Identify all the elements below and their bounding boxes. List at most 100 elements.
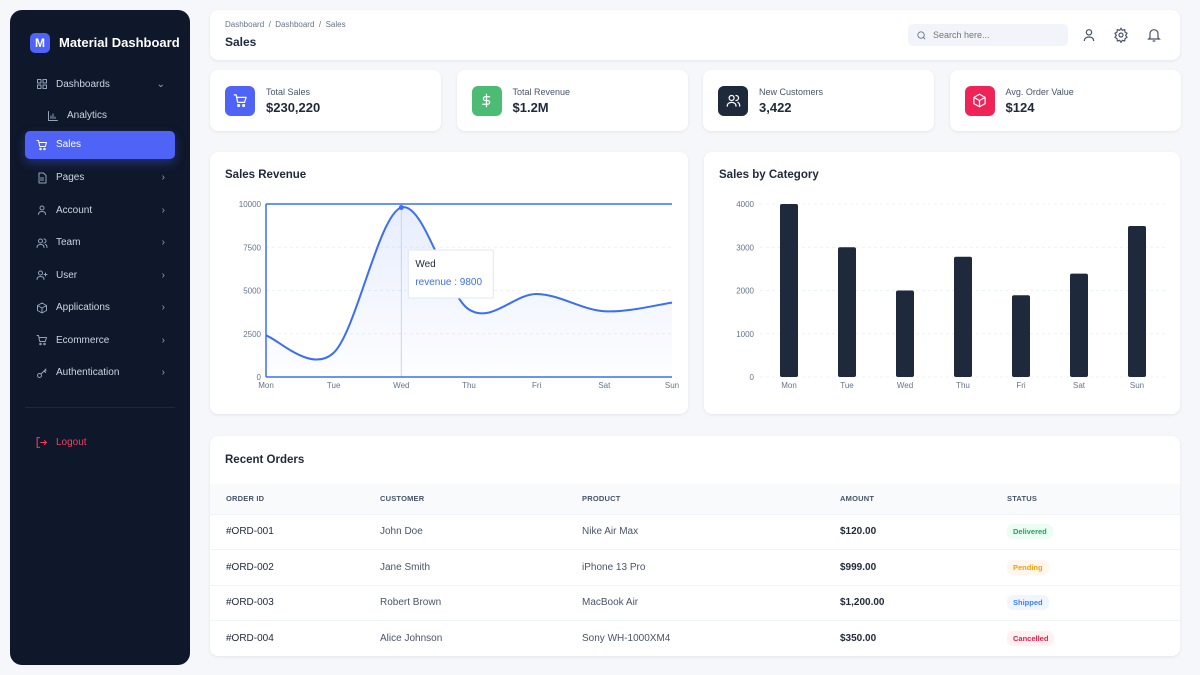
x-tick-label: Fri: [1016, 381, 1026, 390]
sidebar-item-applications[interactable]: Applications ›: [10, 292, 190, 325]
column-header: ORDER ID: [210, 484, 380, 514]
tooltip-value: revenue : 9800: [415, 277, 482, 288]
amount: $120.00: [840, 513, 1007, 550]
sidebar-item-label: Authentication: [56, 367, 120, 379]
stat-card-total-sales: Total Sales $230,220: [210, 70, 441, 131]
user-icon[interactable]: [1081, 27, 1097, 43]
orders-table: ORDER ID CUSTOMER PRODUCT AMOUNT STATUS #ORD…: [210, 484, 1180, 656]
search-box[interactable]: [908, 24, 1068, 46]
search-icon: [917, 30, 926, 39]
customer: John Doe: [380, 513, 582, 550]
y-tick-label: 10000: [239, 200, 262, 209]
chevron-right-icon: ›: [161, 367, 165, 379]
stat-label: New Customers: [759, 86, 824, 97]
y-tick-label: 0: [750, 373, 755, 382]
sidebar-item-sales[interactable]: Sales: [25, 130, 175, 159]
sidebar-item-label: Team: [56, 237, 81, 249]
chevron-right-icon: ›: [161, 334, 165, 346]
grid-icon: [35, 78, 48, 91]
sidebar-item-user[interactable]: User ›: [10, 259, 190, 292]
sidebar-item-account[interactable]: Account ›: [10, 194, 190, 227]
sidebar-item-analytics[interactable]: Analytics: [10, 101, 190, 131]
customer: Jane Smith: [380, 549, 582, 585]
file-icon: [35, 171, 48, 184]
breadcrumb-item[interactable]: Dashboard: [275, 20, 315, 29]
customer: Alice Johnson: [380, 620, 582, 656]
x-tick-label: Thu: [462, 381, 476, 390]
y-tick-label: 5000: [243, 287, 261, 296]
brand[interactable]: M Material Dashboard: [10, 10, 190, 60]
table-row[interactable]: #ORD-004 Alice Johnson Sony WH-1000XM4 $…: [210, 620, 1180, 656]
gear-icon[interactable]: [1113, 27, 1129, 43]
sidebar-item-pages[interactable]: Pages ›: [10, 162, 190, 195]
bar-sat: [1070, 273, 1088, 377]
x-tick-label: Sat: [1073, 381, 1086, 390]
box-icon: [964, 85, 995, 116]
table-row[interactable]: #ORD-002 Jane Smith iPhone 13 Pro $999.0…: [210, 549, 1180, 585]
sidebar-item-authentication[interactable]: Authentication ›: [10, 357, 190, 390]
sidebar-item-label: Applications: [56, 302, 110, 314]
x-tick-label: Thu: [956, 381, 970, 390]
column-header: CUSTOMER: [380, 484, 582, 514]
stat-value: $124: [1005, 99, 1035, 115]
dollar-icon: [471, 85, 502, 116]
breadcrumb-separator: /: [268, 20, 271, 29]
amount: $350.00: [840, 620, 1007, 656]
column-header: AMOUNT: [840, 484, 1007, 514]
status-badge: Shipped: [1007, 595, 1049, 611]
product: iPhone 13 Pro: [582, 549, 840, 585]
stat-card-avg-order-value: Avg. Order Value $124: [949, 70, 1181, 131]
order-id: #ORD-004: [210, 620, 380, 656]
amount: $1,200.00: [840, 584, 1007, 621]
status-badge: Cancelled: [1007, 631, 1055, 646]
stat-value: 3,422: [759, 99, 792, 115]
users-icon: [718, 85, 748, 116]
bar-mon: [780, 204, 798, 377]
breadcrumb-current: Sales: [325, 20, 346, 29]
bar-thu: [954, 256, 972, 377]
breadcrumb-separator: /: [318, 20, 322, 29]
revenue-area: [266, 207, 672, 377]
breadcrumb-item[interactable]: Dashboard: [225, 20, 265, 29]
y-tick-label: 1000: [736, 330, 754, 339]
customer: Robert Brown: [380, 584, 582, 621]
stat-label: Total Sales: [266, 86, 311, 97]
sidebar-item-label: Ecommerce: [56, 334, 110, 346]
sidebar-divider: [25, 407, 175, 408]
order-id: #ORD-003: [210, 584, 380, 621]
sidebar-item-label: Dashboards: [56, 78, 110, 90]
stat-card-new-customers: New Customers 3,422: [703, 70, 934, 131]
sidebar-item-ecommerce[interactable]: Ecommerce ›: [10, 324, 190, 357]
bar-tue: [838, 247, 856, 377]
stat-label: Total Revenue: [512, 86, 571, 97]
sidebar-item-label: Analytics: [67, 110, 108, 121]
cart-icon: [225, 85, 255, 116]
page-title: Sales: [225, 35, 257, 49]
bell-icon[interactable]: [1146, 27, 1162, 43]
sidebar: M Material Dashboard Dashboards ⌄ Analyt…: [10, 10, 190, 665]
product: Nike Air Max: [582, 513, 840, 550]
x-tick-label: Wed: [897, 381, 913, 390]
users-icon: [35, 236, 48, 249]
table-row[interactable]: #ORD-003 Robert Brown MacBook Air $1,200…: [210, 584, 1180, 621]
x-tick-label: Mon: [258, 381, 274, 390]
sales-by-category-chart[interactable]: 0 1000 2000 3000 4000 Mon Tue Wed Thu Fri Sat Sun: [704, 152, 1180, 414]
sidebar-item-team[interactable]: Team ›: [10, 227, 190, 260]
recent-orders-card: Recent Orders ORDER ID CUSTOMER PRODUCT AMO…: [210, 436, 1180, 656]
sidebar-item-label: Account: [56, 204, 93, 216]
order-id: #ORD-001: [210, 513, 380, 550]
y-tick-label: 0: [257, 373, 262, 382]
sidebar-item-dashboards[interactable]: Dashboards ⌄: [10, 68, 190, 101]
x-tick-label: Wed: [393, 381, 409, 390]
stat-value: $230,220: [266, 99, 321, 115]
logout-button[interactable]: Logout: [10, 426, 190, 459]
search-input[interactable]: [933, 30, 1053, 40]
cart-icon: [35, 334, 48, 347]
x-tick-label: Tue: [327, 381, 341, 390]
sales-revenue-chart[interactable]: 0 2500 5000 7500 10000 Mon Tue Wed Thu Fri Sat Sun W…: [210, 152, 688, 414]
table-row[interactable]: #ORD-001 John Doe Nike Air Max $120.00 D…: [210, 513, 1180, 550]
amount: $999.00: [840, 549, 1007, 585]
x-tick-label: Fri: [532, 381, 542, 390]
chevron-down-icon: ⌄: [156, 78, 165, 90]
x-tick-label: Sun: [1130, 381, 1144, 390]
